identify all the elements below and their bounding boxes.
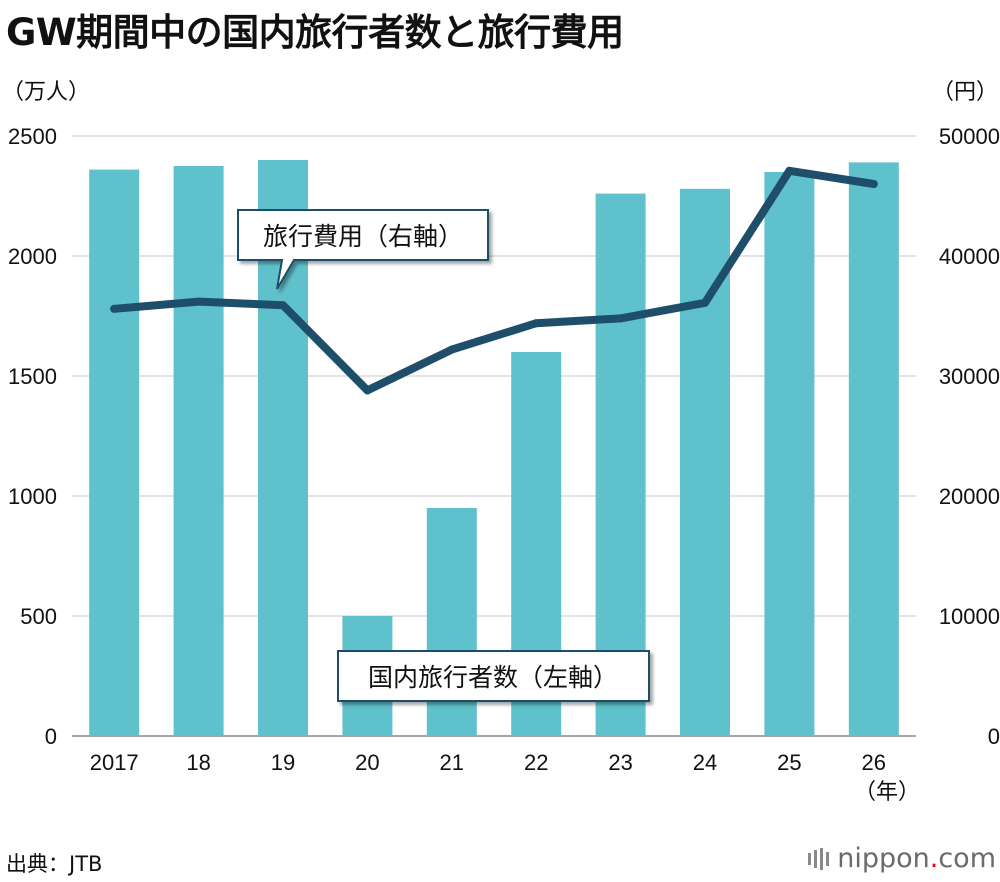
line-point [616, 314, 625, 323]
line-point [279, 301, 287, 310]
x-axis-tick-label: 20 [355, 750, 379, 775]
left-axis-tick-label: 2000 [8, 244, 57, 269]
bar-series [89, 160, 899, 737]
x-axis-tick-label: 19 [271, 750, 295, 775]
bar [764, 172, 815, 736]
x-axis-tick-label: 23 [608, 750, 632, 775]
bar [89, 169, 140, 737]
x-axis-tick-label: 2017 [90, 750, 139, 775]
bar [173, 166, 224, 736]
line-series-callout: 旅行費用（右軸） [237, 209, 489, 290]
line-point [532, 319, 541, 328]
nippon-logo-icon [808, 847, 830, 870]
right-axis-tick-label: 20000 [939, 484, 1000, 509]
x-axis-tick-label: 21 [440, 750, 464, 775]
left-axis-tick-label: 1000 [8, 484, 57, 509]
line-point [447, 345, 456, 354]
left-axis-tick-label: 0 [45, 724, 57, 749]
brand-tld: com [938, 843, 996, 874]
axis-labels: 0 500 1000 1500 2000 2500 0 10000 20000 30000 4000… [8, 124, 1000, 775]
right-axis-tick-label: 30000 [939, 364, 1000, 389]
line-series [110, 166, 878, 395]
left-axis-tick-label: 2500 [8, 124, 57, 149]
brand-dot: . [929, 843, 939, 874]
left-axis-unit: （万人） [2, 80, 90, 105]
x-axis-tick-label: 22 [524, 750, 548, 775]
x-axis-unit: （年） [854, 780, 920, 805]
bar-series-callout-label: 国内旅行者数（左軸） [368, 663, 618, 692]
line-point [869, 180, 878, 188]
source-note: 出典：JTB [6, 852, 103, 876]
right-axis-tick-label: 50000 [939, 124, 1000, 149]
line-point [110, 304, 119, 313]
brand-logo: nippon. com [807, 843, 996, 874]
line-series-callout-label: 旅行費用（右軸） [263, 222, 463, 251]
line-series-path [110, 166, 878, 395]
bar [848, 162, 899, 736]
x-axis-tick-label: 26 [862, 750, 886, 775]
line-point [785, 166, 794, 175]
left-axis-tick-label: 500 [20, 604, 57, 629]
chart-title: GW期間中の国内旅行者数と旅行費用 [6, 11, 624, 54]
bar [595, 193, 646, 737]
x-axis-tick-label: 18 [186, 750, 210, 775]
line-point [194, 297, 203, 306]
line-point [701, 298, 709, 307]
right-axis-tick-label: 40000 [939, 244, 1000, 269]
x-axis-tick-label: 25 [777, 750, 801, 775]
right-axis-tick-label: 0 [988, 724, 1000, 749]
right-axis-tick-label: 10000 [939, 604, 1000, 629]
bar-series-callout: 国内旅行者数（左軸） [337, 650, 650, 702]
x-axis-tick-label: 24 [693, 750, 717, 775]
line-point [363, 386, 372, 395]
left-axis-tick-label: 1500 [8, 364, 57, 389]
brand-name: nippon [837, 843, 930, 874]
right-axis-unit: （円） [932, 80, 998, 105]
